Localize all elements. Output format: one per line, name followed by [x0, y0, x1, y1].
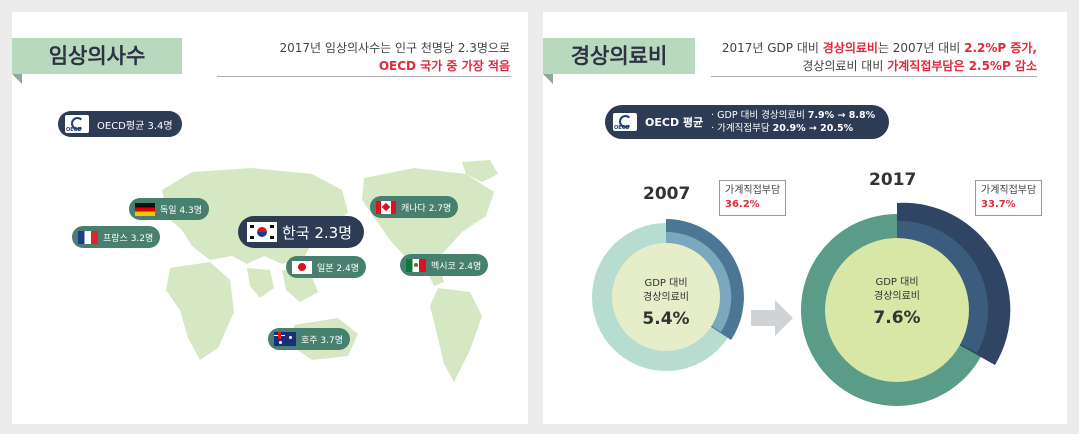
tab-fold — [543, 74, 553, 84]
physician-headline: 2017년 임상의사수는 인구 천명당 2.3명으로 OECD 국가 중 가장 … — [280, 39, 510, 75]
year-2007: 2007 — [643, 184, 691, 204]
oecd-average-pill: OECD평균 3.4명 — [58, 111, 182, 137]
oecd-average-pill: OECD 평균 · GDP 대비 경상의료비 7.9% → 8.8% · 가계직… — [605, 105, 890, 139]
country-label: 독일 4.3명 — [160, 205, 203, 216]
country-label: 멕시코 2.4명 — [431, 261, 482, 272]
country-label: 캐나다 2.7명 — [401, 203, 452, 214]
physician-headline-line2: OECD 국가 중 가장 적음 — [378, 59, 510, 73]
physician-tab-title: 임상의사수 — [12, 38, 182, 74]
map-south-asia — [247, 268, 274, 298]
donut-2017 — [801, 202, 1011, 406]
medical-expense-panel: 경상의료비 2017년 GDP 대비 경상의료비는 2007년 대비 2.2%P… — [543, 12, 1067, 424]
callout-2007: 가계직접부담 36.2% — [719, 180, 787, 216]
arrow-icon — [751, 300, 793, 336]
medical-expense-tab-title: 경상의료비 — [543, 38, 695, 74]
callout-2017: 가계직접부담 33.7% — [975, 180, 1043, 216]
map-africa — [166, 262, 234, 360]
country-pill-france: 프랑스 3.2명 — [72, 226, 161, 248]
oecd-average-label: OECD평균 3.4명 — [97, 120, 173, 132]
country-label: 프랑스 3.2명 — [103, 233, 154, 244]
divider — [711, 76, 1037, 77]
country-label: 호주 3.7명 — [301, 335, 344, 346]
expense-headline-line1: 2017년 GDP 대비 경상의료비는 2007년 대비 2.2%P 증가, — [721, 41, 1037, 55]
country-pill-korea: 한국 2.3명 — [238, 216, 365, 248]
germany-flag-icon — [135, 202, 155, 216]
year-2017: 2017 — [869, 170, 917, 190]
physician-headline-line1: 2017년 임상의사수는 인구 천명당 2.3명으로 — [279, 41, 510, 55]
physician-panel: 임상의사수 2017년 임상의사수는 인구 천명당 2.3명으로 OECD 국가… — [12, 12, 528, 424]
map-southeast-asia — [282, 270, 318, 302]
oecd-average-values: · GDP 대비 경상의료비 7.9% → 8.8% · 가계직접부담 20.9… — [711, 110, 876, 134]
donut-2007 — [592, 219, 744, 371]
country-label: 일본 2.4명 — [317, 263, 360, 274]
country-pill-germany: 독일 4.3명 — [129, 198, 210, 220]
mexico-flag-icon — [406, 258, 426, 272]
map-south-america — [430, 288, 482, 382]
donut-2017-label: GDP 대비 경상의료비 7.6% — [873, 277, 921, 328]
expense-headline: 2017년 GDP 대비 경상의료비는 2007년 대비 2.2%P 증가, 경… — [722, 39, 1037, 75]
france-flag-icon — [78, 230, 98, 244]
world-map — [162, 160, 498, 382]
expense-headline-line2: 경상의료비 대비 가계직접부담은 2.5%P 감소 — [802, 59, 1037, 73]
country-pill-australia: 호주 3.7명 — [268, 328, 351, 350]
country-pill-japan: 일본 2.4명 — [286, 256, 367, 278]
donut-2017-center — [825, 238, 969, 382]
oecd-logo-icon — [613, 113, 637, 131]
map-greenland — [462, 160, 498, 182]
tab-fold — [12, 74, 22, 84]
japan-flag-icon — [292, 260, 312, 274]
donut-2007-label: GDP 대비 경상의료비 5.4% — [642, 278, 690, 329]
canada-flag-icon — [376, 200, 396, 214]
country-pill-mexico: 멕시코 2.4명 — [400, 254, 489, 276]
korea-flag-icon — [247, 222, 277, 242]
oecd-average-label: OECD 평균 — [645, 116, 704, 129]
country-pill-canada: 캐나다 2.7명 — [370, 196, 459, 218]
country-label: 한국 2.3명 — [282, 223, 353, 242]
australia-flag-icon — [274, 332, 296, 346]
divider — [217, 76, 511, 77]
oecd-logo-icon — [65, 115, 89, 133]
donut-2007-center — [612, 243, 720, 351]
